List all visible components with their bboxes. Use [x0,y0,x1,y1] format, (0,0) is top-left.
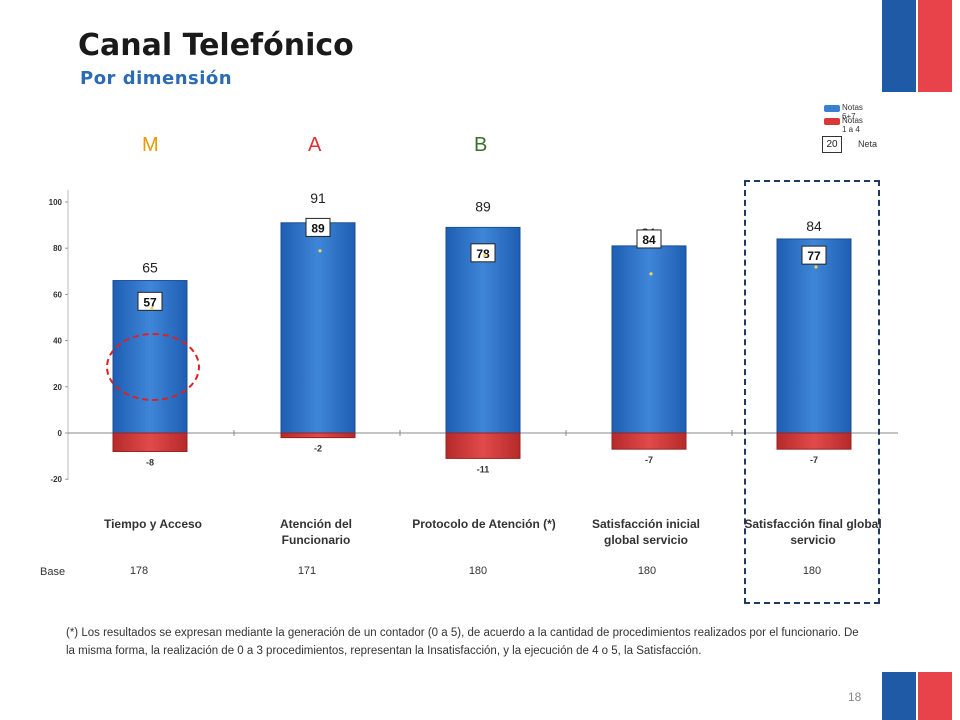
data-label-negative-1: -8 [146,457,154,467]
legend-swatch-negative [824,118,840,125]
neta-box-5 [801,245,827,265]
data-label-negative-5: -7 [810,455,818,465]
base-value-2: 171 [297,565,317,577]
data-label-negative-4: -7 [645,455,653,465]
data-label-top-5: 84 [806,218,822,234]
data-label-top-1: 65 [142,260,158,276]
data-label-negative-3: -11 [477,464,490,474]
page-title: Canal Telefónico [78,28,354,63]
legend-neta-label: Neta [858,139,878,149]
legend-swatch-positive [824,105,840,112]
bar-positive-4 [611,245,687,434]
neta-label-4: 84 [642,233,656,247]
bar-negative-4 [611,432,687,450]
data-label-top-3: 89 [475,198,491,214]
bar-positive-5 [776,238,852,434]
y-tick-label: 100 [49,198,63,207]
y-tick-label: 20 [53,383,62,392]
bar-positive-2 [280,222,356,434]
base-value-5: 180 [802,565,822,577]
bar-negative-1 [112,432,188,452]
legend-neta-box: 20 [822,136,842,153]
y-tick-label: 40 [53,337,62,346]
marker-dot-4 [649,272,653,276]
category-label-1: Tiempo y Acceso [103,517,203,531]
neta-box-3 [470,243,496,263]
neta-label-5: 77 [807,249,821,263]
page-number: 18 [848,690,862,704]
page-subtitle: Por dimensión [80,68,233,89]
y-tick-label: 60 [53,290,62,299]
flag-logo-top [882,0,952,92]
category-label-4: Satisfacción inicial global servicio [591,517,701,547]
bar-negative-2 [280,432,356,439]
bar-negative-5 [776,432,852,450]
marker-dot-1 [150,306,154,311]
neta-box-4 [636,229,662,249]
neta-label-1: 57 [143,295,157,309]
legend-label-positive: Notas 6+7 [842,103,863,121]
neta-box-1 [137,291,163,311]
letter-m: M [142,134,159,156]
flag-logo-bottom [882,672,952,720]
marker-dot-3 [483,253,487,258]
category-label-3: Protocolo de Atención (*) [412,517,556,531]
neta-label-2: 89 [311,221,325,235]
legend-label-negative: Notas 1 a 4 [842,116,863,134]
data-label-negative-2: -2 [314,444,322,454]
base-value-1: 178 [129,565,149,577]
highlight-box [744,180,880,604]
letter-b: B [474,134,488,156]
data-label-top-2: 91 [310,190,326,206]
neta-box-2 [305,217,331,237]
base-label: Base [40,566,66,578]
category-label-2: Atención del Funcionario [279,517,352,547]
y-tick-label: -20 [50,475,62,484]
marker-dot-5 [814,265,818,269]
y-tick-label: 0 [58,429,63,438]
base-value-3: 180 [468,565,488,577]
y-tick-label: 80 [53,244,62,253]
bar-negative-3 [445,432,521,459]
category-label-5: Satisfacción final global servicio [744,517,882,547]
highlight-circle [106,333,200,401]
base-value-4: 180 [637,565,657,577]
marker-dot-2 [318,249,322,253]
footnote: (*) Los resultados se expresan mediante … [66,627,859,657]
neta-label-3: 78 [476,247,490,261]
letter-a: A [308,134,322,156]
